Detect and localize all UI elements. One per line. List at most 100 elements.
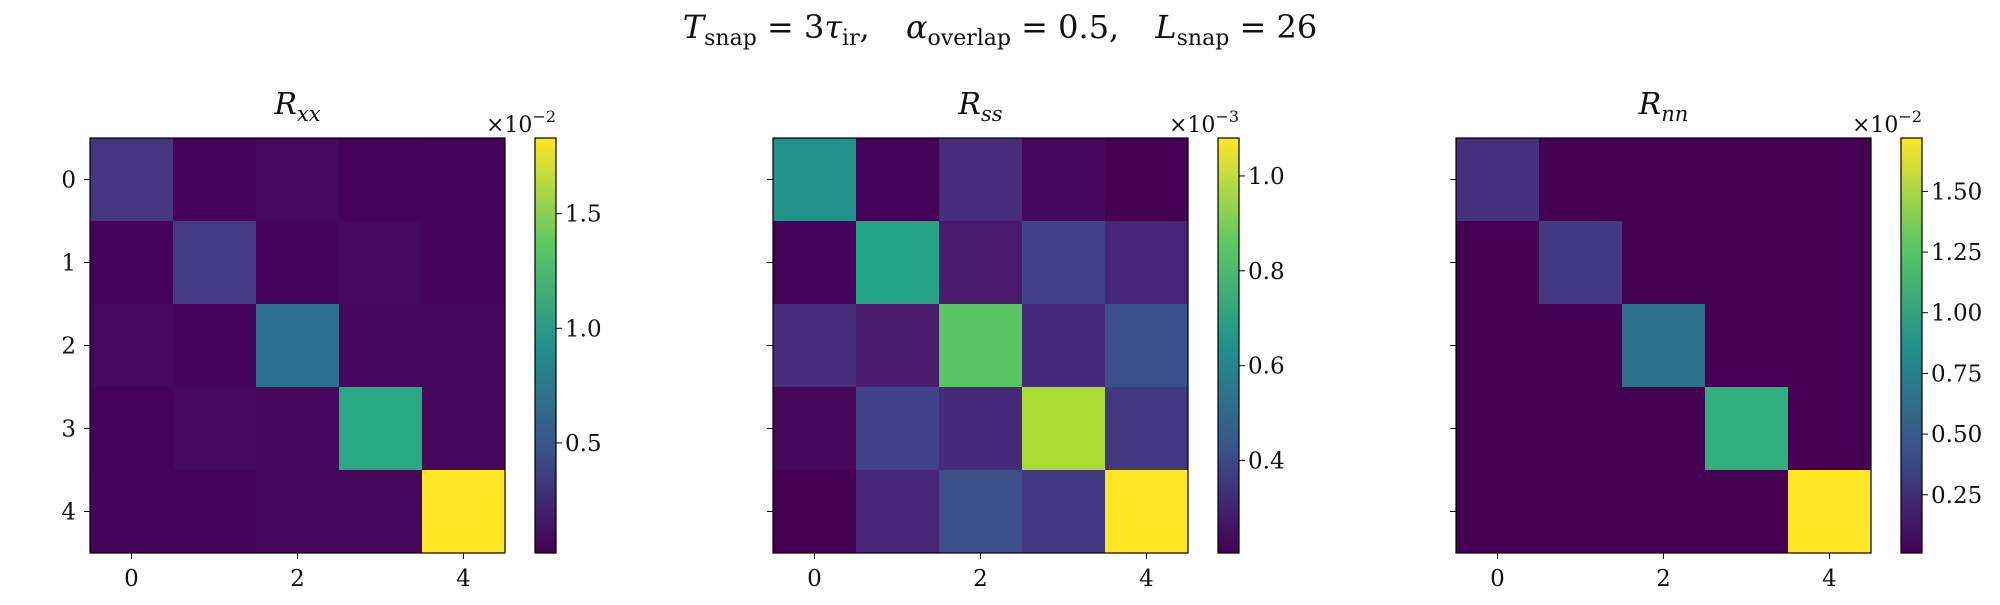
heatmap-cell-1-4 — [1105, 221, 1189, 305]
heatmap-cell-2-3 — [1705, 304, 1789, 388]
heatmap-cell-3-3 — [339, 387, 423, 471]
heatmap-cell-3-1 — [856, 387, 940, 471]
heatmap-cell-4-1 — [1539, 470, 1623, 554]
heatmap-cell-1-1 — [1539, 221, 1623, 305]
colorbar-tick-label: 0.50 — [1931, 422, 1982, 448]
panel-title-main: R — [1638, 87, 1662, 122]
panel-title: Rss — [957, 87, 1002, 126]
heatmap-cell-1-3 — [339, 221, 423, 305]
heatmap-cell-4-3 — [1022, 470, 1106, 554]
heatmap-cell-1-0 — [1456, 221, 1540, 305]
colorbar-multiplier-base: ×10 — [1169, 113, 1215, 138]
colorbar-tick-label: 1.0 — [1248, 164, 1285, 190]
heatmap-cell-0-0 — [90, 138, 174, 222]
x-tick-label: 4 — [1139, 566, 1154, 592]
colorbar-tick-label: 0.4 — [1248, 449, 1285, 475]
heatmap-cell-1-3 — [1022, 221, 1106, 305]
colorbar-gradient — [1218, 138, 1239, 553]
y-tick-label: 3 — [61, 417, 76, 443]
heatmap-cell-4-3 — [339, 470, 423, 554]
heatmap-cell-0-1 — [856, 138, 940, 222]
heatmap-cell-0-2 — [939, 138, 1023, 222]
heatmap-cell-3-2 — [1622, 387, 1706, 471]
heatmap-cell-4-2 — [256, 470, 340, 554]
panel-title: Rnn — [1638, 87, 1689, 126]
heatmap-cell-0-0 — [773, 138, 857, 222]
heatmap-cell-1-0 — [773, 221, 857, 305]
heatmap-cell-4-4 — [422, 470, 506, 554]
heatmap-cell-0-3 — [339, 138, 423, 222]
colorbar-multiplier-exponent: −2 — [532, 107, 556, 126]
heatmap-cell-4-0 — [1456, 470, 1540, 554]
heatmap-cell-0-3 — [1022, 138, 1106, 222]
heatmap-cell-1-1 — [173, 221, 257, 305]
heatmap-cell-0-2 — [256, 138, 340, 222]
heatmap-cell-1-4 — [1788, 221, 1872, 305]
colorbar-multiplier-exponent: −2 — [1898, 107, 1922, 126]
y-tick-label: 4 — [61, 500, 76, 526]
x-tick-label: 2 — [290, 566, 305, 592]
y-tick-label: 2 — [61, 334, 76, 360]
colorbar-frame — [1217, 137, 1240, 554]
x-tick-label: 2 — [1656, 566, 1671, 592]
heatmap-cell-0-4 — [422, 138, 506, 222]
colorbar-tick-label: 1.5 — [565, 202, 602, 228]
colorbar-tick-label: 0.6 — [1248, 354, 1285, 380]
heatmap-cell-1-0 — [90, 221, 174, 305]
heatmap-cell-0-1 — [1539, 138, 1623, 222]
heatmap-cell-0-0 — [1456, 138, 1540, 222]
x-tick-label: 4 — [1822, 566, 1837, 592]
colorbar-multiplier-base: ×10 — [1852, 113, 1898, 138]
heatmap-cell-3-1 — [173, 387, 257, 471]
colorbar-frame — [534, 137, 557, 554]
heatmap-cell-2-2 — [939, 304, 1023, 388]
panel-title-main: R — [273, 87, 297, 122]
heatmap-cell-2-0 — [773, 304, 857, 388]
heatmap-cell-4-0 — [773, 470, 857, 554]
heatmap-cell-4-4 — [1105, 470, 1189, 554]
x-tick-label: 2 — [973, 566, 988, 592]
colorbar-tick-label: 1.0 — [565, 316, 602, 342]
heatmap-cell-3-4 — [422, 387, 506, 471]
panel-title-sub: nn — [1661, 102, 1688, 126]
heatmap-cell-2-0 — [1456, 304, 1540, 388]
heatmap-cell-4-4 — [1788, 470, 1872, 554]
colorbar-tick-label: 1.00 — [1931, 301, 1982, 327]
panel-title-sub: xx — [297, 102, 321, 126]
heatmap-cell-1-2 — [1622, 221, 1706, 305]
colorbar-frame — [1900, 137, 1923, 554]
x-tick-label: 4 — [456, 566, 471, 592]
heatmap-cell-2-4 — [1105, 304, 1189, 388]
heatmap-cell-1-4 — [422, 221, 506, 305]
heatmap-cell-3-2 — [256, 387, 340, 471]
heatmap-cell-0-4 — [1788, 138, 1872, 222]
colorbar-multiplier-base: ×10 — [486, 113, 532, 138]
heatmap-cell-3-4 — [1788, 387, 1872, 471]
x-tick-label: 0 — [807, 566, 822, 592]
heatmap-cell-3-1 — [1539, 387, 1623, 471]
heatmap-cell-3-3 — [1022, 387, 1106, 471]
heatmap-cell-1-1 — [856, 221, 940, 305]
colorbar-tick-label: 1.50 — [1931, 179, 1982, 205]
heatmap-cell-2-3 — [339, 304, 423, 388]
heatmap-cell-3-4 — [1105, 387, 1189, 471]
panel-title-sub: ss — [981, 102, 1003, 126]
colorbar-tick-label: 0.5 — [565, 431, 602, 457]
heatmap-cell-3-0 — [1456, 387, 1540, 471]
heatmap-panel-xx: Rxx 0 2 4 0 1 2 3 4 0.5 1.0 1.5 ×10−2 — [61, 87, 601, 592]
colorbar-multiplier: ×10−2 — [1852, 107, 1922, 138]
heatmap-cell-2-0 — [90, 304, 174, 388]
heatmap-cell-3-0 — [773, 387, 857, 471]
heatmap-cell-4-1 — [856, 470, 940, 554]
heatmap-cell-2-2 — [1622, 304, 1706, 388]
heatmap-cell-1-2 — [256, 221, 340, 305]
panel-title-main: R — [957, 87, 981, 122]
heatmap-cell-3-3 — [1705, 387, 1789, 471]
heatmap-cell-2-1 — [856, 304, 940, 388]
colorbar-multiplier: ×10−2 — [486, 107, 556, 138]
heatmap-cell-3-0 — [90, 387, 174, 471]
heatmap-cell-0-1 — [173, 138, 257, 222]
x-tick-label: 0 — [1490, 566, 1505, 592]
figure-suptitle: Tsnap = 3τir, αoverlap = 0.5, Lsnap = 26 — [683, 8, 1317, 51]
